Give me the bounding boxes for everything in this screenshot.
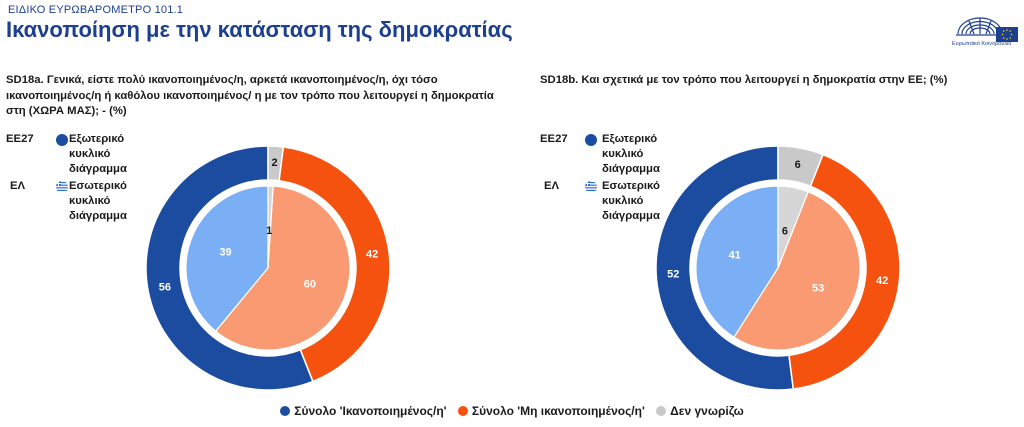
outer-slice-dont-know — [777, 145, 824, 188]
legend-not-satisfied-label: Σύνολο 'Μη ικανοποιημένος/η' — [471, 404, 645, 418]
page-title: Ικανοποίηση με την κατάσταση της δημοκρα… — [6, 17, 513, 42]
inner-slice-not-satisfied — [733, 190, 861, 351]
inner-slice-dont-know — [267, 185, 274, 269]
question-sd18a: SD18a. Γενικά, είστε πολύ ικανοποιημένος… — [6, 74, 494, 117]
satisfied-dot-icon — [280, 406, 291, 416]
inner-label-dont-know: 6 — [782, 226, 788, 238]
outer-slice-not-satisfied — [278, 146, 391, 383]
legend-item-satisfied: Σύνολο 'Ικανοποιημένος/η' — [280, 404, 447, 418]
legend-dont-know-label: Δεν γνωρίζω — [670, 404, 744, 418]
legend-item-not-satisfied: Σύνολο 'Μη ικανοποιημένος/η' — [457, 404, 645, 418]
greek-flag-icon — [585, 181, 597, 193]
report-supertitle: ΕΙΔΙΚΟ ΕΥΡΩΒΑΡΟΜΕΤΡΟ 101.1 — [8, 4, 184, 16]
outer-slice-dont-know — [267, 145, 285, 182]
legend-eu-label: ΕΕ27 — [6, 133, 34, 145]
outer-label-satisfied: 52 — [667, 268, 679, 280]
outer-label-dont-know: 6 — [795, 159, 801, 171]
inner-label-satisfied: 41 — [729, 249, 741, 261]
legend-eu-desc: Εξωτερικό κυκλικό διάγραμμα — [602, 133, 660, 175]
outer-slice-satisfied — [145, 145, 314, 391]
inner-label-dont-know: 1 — [266, 225, 272, 237]
legend-gr-desc: Εσωτερικό κυκλικό διάγραμμα — [69, 180, 127, 222]
outer-slice-not-satisfied — [788, 153, 901, 390]
eu-dot-icon — [585, 134, 597, 146]
inner-label-satisfied: 39 — [219, 247, 231, 259]
outer-label-not-satisfied: 42 — [366, 249, 378, 261]
legend-satisfied-label: Σύνολο 'Ικανοποιημένος/η' — [294, 404, 447, 418]
inner-label-not-satisfied: 60 — [304, 279, 316, 291]
dont-know-dot-icon — [656, 406, 667, 416]
bottom-legend: Σύνολο 'Ικανοποιημένος/η' Σύνολο 'Μη ικα… — [0, 404, 1024, 418]
outer-label-not-satisfied: 42 — [876, 275, 888, 287]
outer-label-satisfied: 56 — [159, 282, 171, 294]
european-parliament-logo — [956, 17, 1018, 42]
outer-slice-satisfied — [655, 145, 795, 391]
legend-item-dont-know: Δεν γνωρίζω — [656, 404, 744, 418]
logo-text: Ευρωπαϊκό Κοινοβούλιο — [952, 41, 1012, 47]
legend-gr-label: ΕΛ — [10, 180, 26, 192]
inner-slice-satisfied — [185, 185, 269, 333]
legend-eu-desc: Εξωτερικό κυκλικό διάγραμμα — [69, 133, 127, 175]
eu-dot-icon — [56, 134, 68, 146]
legend-gr-label: ΕΛ — [544, 180, 560, 192]
legend-gr-desc: Εσωτερικό κυκλικό διάγραμμα — [602, 180, 660, 222]
inner-slice-dont-know — [777, 185, 809, 269]
inner-label-not-satisfied: 53 — [812, 282, 824, 294]
legend-eu-label: ΕΕ27 — [540, 133, 568, 145]
outer-label-dont-know: 2 — [272, 157, 278, 169]
inner-slice-not-satisfied — [214, 185, 351, 351]
question-sd18b: SD18b. Και σχετικά με τον τρόπο που λειτ… — [540, 74, 948, 86]
greek-flag-icon — [56, 181, 68, 193]
not-satisfied-dot-icon — [457, 406, 468, 416]
